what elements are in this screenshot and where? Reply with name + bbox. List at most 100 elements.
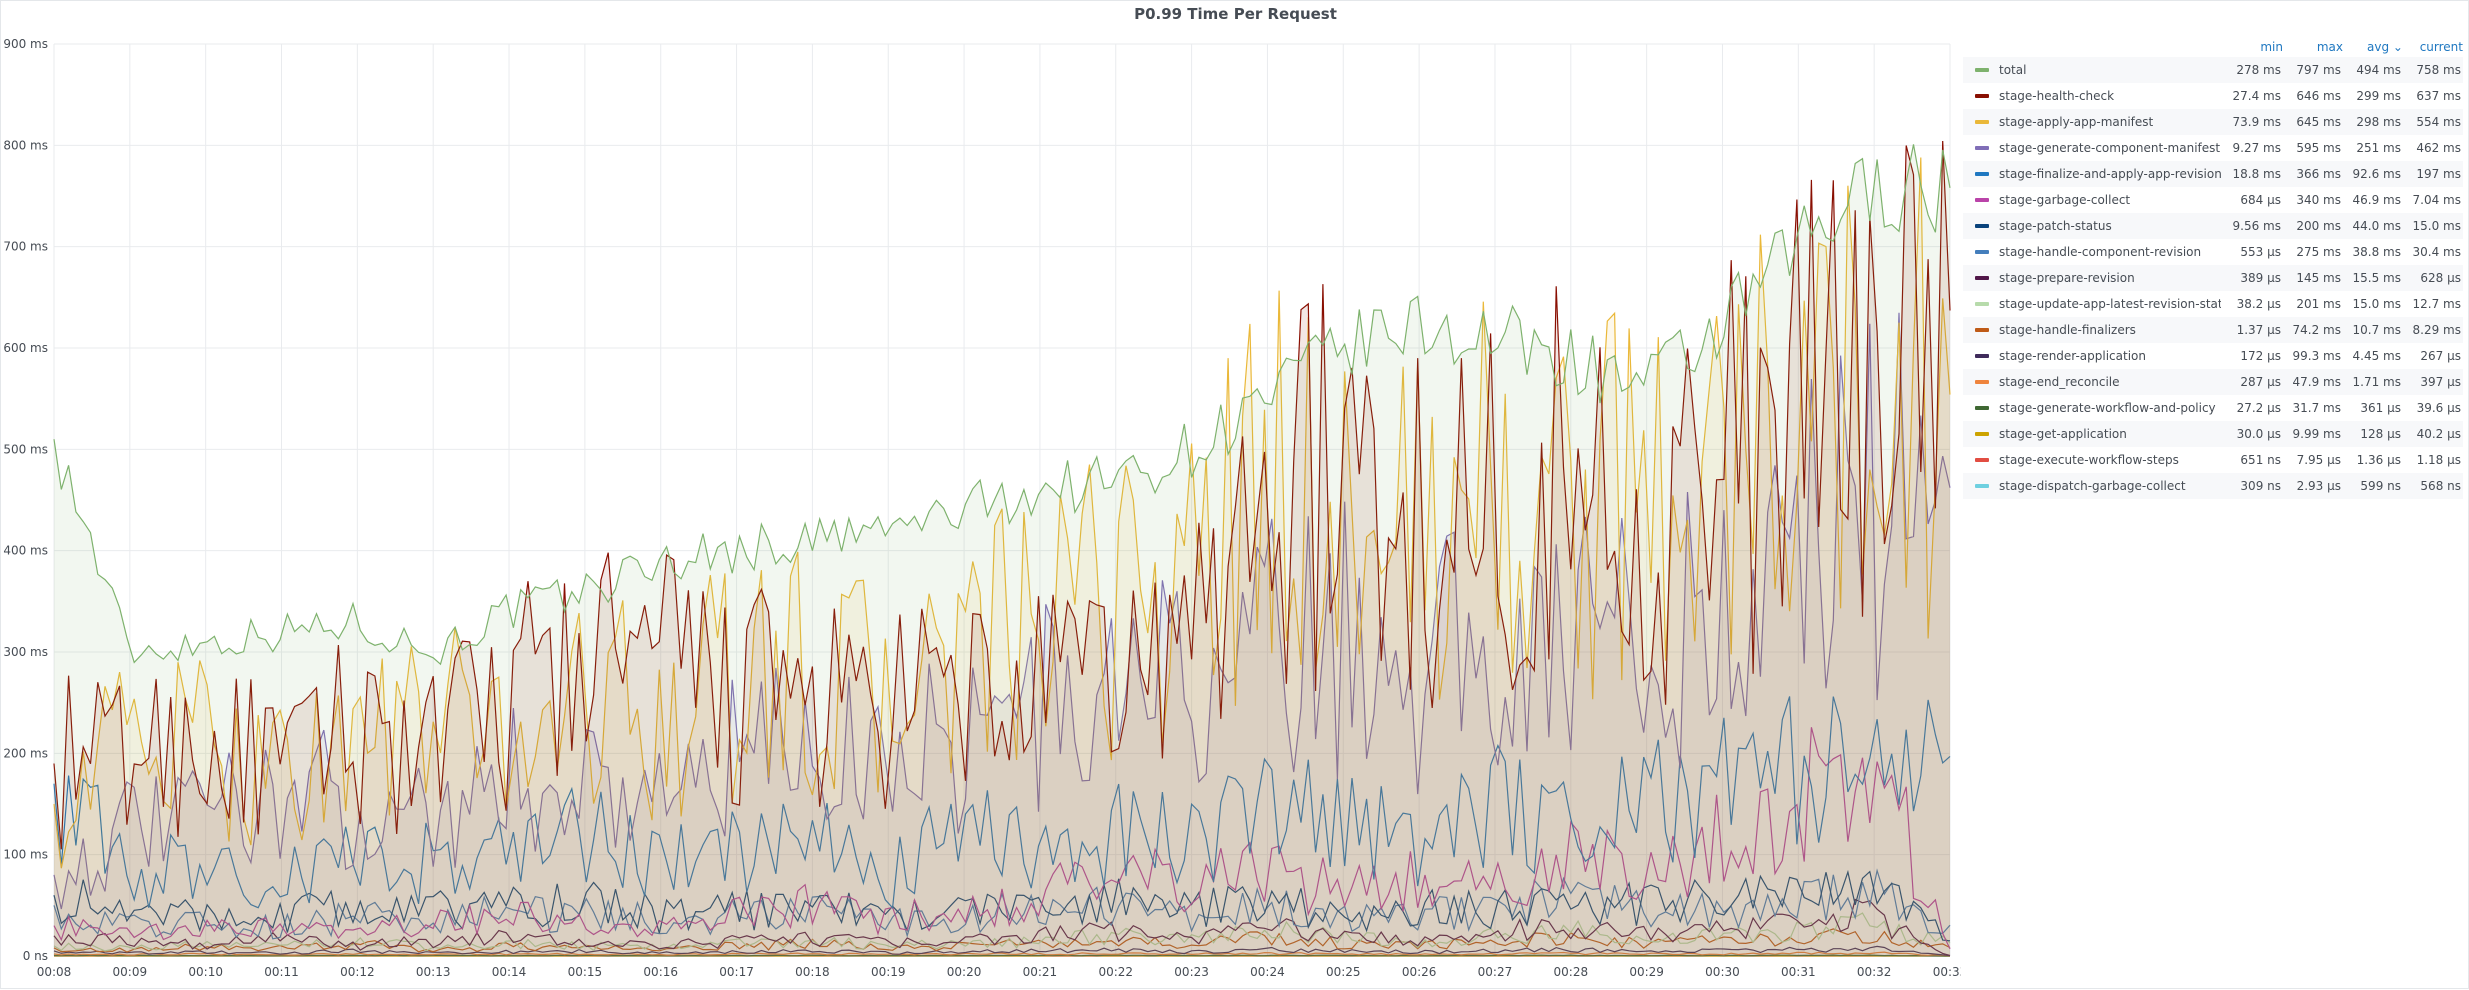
legend-avg-value: 128 µs <box>2341 427 2401 441</box>
legend-min-value: 73.9 ms <box>2221 115 2281 129</box>
legend-avg-value: 494 ms <box>2341 63 2401 77</box>
legend-min-value: 172 µs <box>2221 349 2281 363</box>
x-tick-label: 00:21 <box>1023 965 1058 979</box>
series-color-swatch[interactable] <box>1975 458 1989 462</box>
legend-series-name[interactable]: stage-finalize-and-apply-app-revision <box>1999 167 2221 181</box>
legend-current-value: 554 ms <box>2401 115 2463 129</box>
x-tick-label: 00:22 <box>1098 965 1133 979</box>
legend-max-value: 31.7 ms <box>2281 401 2341 415</box>
series-color-swatch[interactable] <box>1975 146 1989 150</box>
legend-series-name[interactable]: stage-update-app-latest-revision-status <box>1999 297 2221 311</box>
legend-min-value: 27.2 µs <box>2221 401 2281 415</box>
series-color-swatch[interactable] <box>1975 120 1989 124</box>
legend-avg-value: 92.6 ms <box>2341 167 2401 181</box>
legend-min-value: 9.27 ms <box>2221 141 2281 155</box>
legend-header-max[interactable]: max <box>2283 40 2343 54</box>
x-tick-label: 00:14 <box>492 965 527 979</box>
legend-avg-value: 15.0 ms <box>2341 297 2401 311</box>
legend-series-name[interactable]: stage-handle-finalizers <box>1999 323 2221 337</box>
series-color-swatch[interactable] <box>1975 250 1989 254</box>
legend-avg-value: 4.45 ms <box>2341 349 2401 363</box>
series-color-swatch[interactable] <box>1975 172 1989 176</box>
legend-series-name[interactable]: stage-handle-component-revision <box>1999 245 2221 259</box>
legend-current-value: 8.29 ms <box>2401 323 2463 337</box>
series-color-swatch[interactable] <box>1975 198 1989 202</box>
legend-header-avg[interactable]: avg ⌄ <box>2343 40 2403 54</box>
legend-series-name[interactable]: stage-apply-app-manifest <box>1999 115 2221 129</box>
x-tick-label: 00:32 <box>1857 965 1892 979</box>
y-tick-label: 0 ns <box>23 949 48 963</box>
series-color-swatch[interactable] <box>1975 302 1989 306</box>
legend-current-value: 12.7 ms <box>2401 297 2463 311</box>
legend-series-name[interactable]: stage-dispatch-garbage-collect <box>1999 479 2221 493</box>
legend-max-value: 366 ms <box>2281 167 2341 181</box>
x-tick-label: 00:27 <box>1478 965 1513 979</box>
x-tick-label: 00:33 <box>1933 965 1961 979</box>
legend-min-value: 9.56 ms <box>2221 219 2281 233</box>
series-color-swatch[interactable] <box>1975 354 1989 358</box>
legend-max-value: 201 ms <box>2281 297 2341 311</box>
series-color-swatch[interactable] <box>1975 94 1989 98</box>
y-tick-label: 200 ms <box>3 746 48 760</box>
x-tick-label: 00:31 <box>1781 965 1816 979</box>
series-color-swatch[interactable] <box>1975 68 1989 72</box>
legend-current-value: 197 ms <box>2401 167 2463 181</box>
legend-series-name[interactable]: stage-render-application <box>1999 349 2221 363</box>
legend-max-value: 47.9 ms <box>2281 375 2341 389</box>
legend-series-name[interactable]: stage-get-application <box>1999 427 2221 441</box>
series-color-swatch[interactable] <box>1975 276 1989 280</box>
legend-header-min[interactable]: min <box>2223 40 2283 54</box>
legend-header-current[interactable]: current <box>2403 40 2463 54</box>
legend-avg-value: 1.71 ms <box>2341 375 2401 389</box>
legend-current-value: 462 ms <box>2401 141 2463 155</box>
legend-series-name[interactable]: stage-execute-workflow-steps <box>1999 453 2221 467</box>
legend-current-value: 267 µs <box>2401 349 2463 363</box>
legend-max-value: 797 ms <box>2281 63 2341 77</box>
legend-avg-value: 15.5 ms <box>2341 271 2401 285</box>
legend-series-name[interactable]: total <box>1999 63 2221 77</box>
legend-series-name[interactable]: stage-generate-workflow-and-policy <box>1999 401 2221 415</box>
x-tick-label: 00:08 <box>37 965 72 979</box>
x-tick-label: 00:10 <box>188 965 223 979</box>
y-tick-label: 900 ms <box>3 37 48 51</box>
series-color-swatch[interactable] <box>1975 328 1989 332</box>
legend-series-name[interactable]: stage-prepare-revision <box>1999 271 2221 285</box>
x-tick-label: 00:26 <box>1402 965 1437 979</box>
series-color-swatch[interactable] <box>1975 380 1989 384</box>
series-color-swatch[interactable] <box>1975 484 1989 488</box>
legend-series-name[interactable]: stage-health-check <box>1999 89 2221 103</box>
legend-current-value: 15.0 ms <box>2401 219 2463 233</box>
legend-min-value: 27.4 ms <box>2221 89 2281 103</box>
series-color-swatch[interactable] <box>1975 224 1989 228</box>
legend-current-value: 30.4 ms <box>2401 245 2463 259</box>
series-color-swatch[interactable] <box>1975 432 1989 436</box>
series-color-swatch[interactable] <box>1975 406 1989 410</box>
legend-series-name[interactable]: stage-garbage-collect <box>1999 193 2221 207</box>
legend-current-value: 397 µs <box>2401 375 2463 389</box>
legend-series-name[interactable]: stage-end_reconcile <box>1999 375 2221 389</box>
legend-avg-value: 299 ms <box>2341 89 2401 103</box>
legend-series-name[interactable]: stage-patch-status <box>1999 219 2221 233</box>
legend-series-name[interactable]: stage-generate-component-manifest <box>1999 141 2221 155</box>
legend-min-value: 389 µs <box>2221 271 2281 285</box>
